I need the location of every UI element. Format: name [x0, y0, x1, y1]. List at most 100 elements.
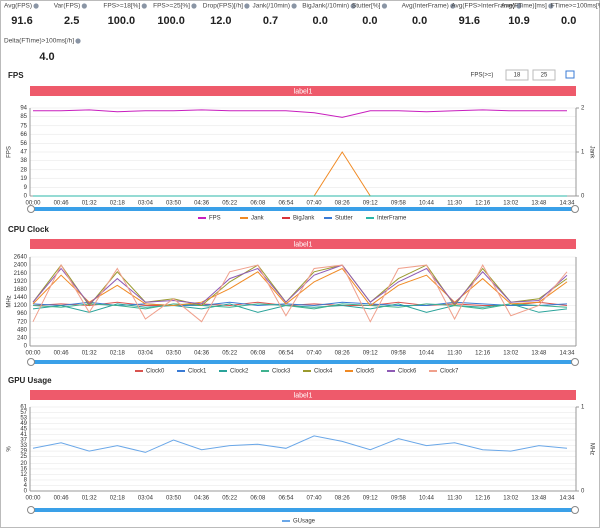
- threshold-value[interactable]: 25: [541, 73, 548, 79]
- x-tick-label: 03:50: [166, 496, 182, 502]
- y-tick-label: 37: [20, 438, 27, 444]
- legend-label[interactable]: Clock4: [314, 369, 333, 375]
- y-tick-label: 1440: [14, 295, 28, 301]
- slider-handle[interactable]: [27, 506, 35, 514]
- y-tick-label: 16: [20, 467, 27, 473]
- y-tick-label: 29: [20, 449, 27, 455]
- legend-label[interactable]: Clock5: [356, 369, 375, 375]
- y-tick-label: 9: [24, 185, 28, 191]
- x-tick-label: 09:58: [391, 496, 407, 502]
- time-slider[interactable]: [30, 360, 576, 364]
- y-tick-label: 8: [24, 478, 28, 484]
- help-icon[interactable]: [141, 3, 147, 9]
- help-icon[interactable]: [381, 3, 388, 9]
- y-tick-label: 19: [20, 176, 27, 182]
- x-tick-label: 04:36: [194, 351, 210, 357]
- help-icon[interactable]: [191, 3, 197, 9]
- stat-label: Avg(FPS): [4, 3, 32, 10]
- legend-label[interactable]: Clock3: [272, 369, 291, 375]
- x-tick-label: 09:58: [391, 351, 407, 357]
- stat-value: 91.6: [459, 15, 480, 27]
- x-tick-label: 06:54: [278, 351, 294, 357]
- x-tick-label: 14:34: [559, 351, 575, 357]
- y2-axis-label: Jank: [588, 146, 594, 160]
- x-tick-label: 10:44: [419, 351, 435, 357]
- x-tick-label: 08:26: [335, 496, 351, 502]
- y-tick-label: 1920: [14, 279, 28, 285]
- legend-label[interactable]: BigJank: [293, 216, 315, 222]
- legend-label[interactable]: Clock1: [188, 369, 207, 375]
- x-tick-label: 12:16: [475, 496, 491, 502]
- x-tick-label: 09:12: [363, 201, 379, 207]
- legend-label[interactable]: Clock2: [230, 369, 249, 375]
- section-title: CPU Clock: [8, 225, 49, 234]
- banner-label: label1: [294, 88, 313, 95]
- x-tick-label: 13:48: [531, 496, 547, 502]
- stat-label: Jank(/10min): [253, 3, 291, 10]
- stat-label: Avg(InterFrame): [402, 3, 449, 10]
- help-icon[interactable]: [516, 3, 522, 9]
- stat-label: Drop(FPS)[/h]: [203, 3, 243, 10]
- threshold-value[interactable]: 18: [514, 73, 521, 79]
- x-tick-label: 06:08: [250, 201, 266, 207]
- x-tick-label: 03:04: [138, 201, 154, 207]
- help-icon[interactable]: [244, 3, 250, 9]
- legend-label[interactable]: InterFrame: [377, 216, 407, 222]
- slider-handle[interactable]: [27, 358, 35, 366]
- stat-value: 0.0: [412, 15, 427, 27]
- chart-icon[interactable]: [565, 70, 575, 79]
- help-icon[interactable]: [33, 3, 39, 9]
- x-tick-label: 07:40: [307, 496, 323, 502]
- y-tick-label: 45: [20, 427, 27, 433]
- legend-label[interactable]: Clock7: [440, 369, 459, 375]
- slider-handle[interactable]: [571, 506, 579, 514]
- slider-handle[interactable]: [571, 205, 579, 213]
- y-tick-label: 0: [24, 194, 28, 200]
- legend-label[interactable]: Clock6: [398, 369, 417, 375]
- x-tick-label: 13:02: [503, 201, 519, 207]
- slider-handle[interactable]: [571, 358, 579, 366]
- section-title: GPU Usage: [8, 376, 52, 385]
- banner: [30, 86, 576, 96]
- y-tick-label: 47: [20, 150, 27, 156]
- legend-label[interactable]: GUsage: [293, 519, 316, 525]
- help-icon[interactable]: [81, 3, 87, 9]
- y2-axis-label: MHz: [588, 443, 594, 455]
- y2-tick-label: 0: [581, 489, 585, 495]
- x-tick-label: 09:12: [363, 351, 379, 357]
- x-tick-label: 05:22: [222, 496, 238, 502]
- time-slider[interactable]: [30, 508, 576, 512]
- stat-label: Delta(FTime)>100ms[/h]: [4, 38, 74, 45]
- legend-label[interactable]: Jank: [251, 216, 265, 222]
- threshold-input[interactable]: [532, 69, 556, 81]
- help-icon[interactable]: [350, 3, 356, 9]
- x-tick-label: 03:04: [138, 351, 154, 357]
- legend-label[interactable]: Stutter: [335, 216, 353, 222]
- help-icon[interactable]: [75, 38, 81, 44]
- x-tick-label: 04:36: [194, 201, 210, 207]
- y-tick-label: 38: [20, 158, 27, 164]
- x-tick-label: 01:32: [82, 351, 98, 357]
- y-tick-label: 4: [24, 483, 28, 489]
- x-tick-label: 05:22: [222, 201, 238, 207]
- banner: [30, 239, 576, 249]
- y-tick-label: 66: [20, 132, 27, 138]
- slider-handle[interactable]: [27, 205, 35, 213]
- x-tick-label: 11:30: [447, 351, 462, 357]
- x-tick-label: 13:48: [531, 351, 547, 357]
- x-tick-label: 06:54: [278, 201, 294, 207]
- legend-label[interactable]: FPS: [209, 216, 221, 222]
- y-tick-label: 28: [20, 167, 27, 173]
- x-tick-label: 14:34: [559, 201, 575, 207]
- help-icon[interactable]: [291, 3, 297, 9]
- y-tick-label: 1680: [14, 287, 28, 293]
- x-tick-label: 03:50: [166, 201, 182, 207]
- help-icon[interactable]: [548, 3, 554, 9]
- x-tick-label: 08:26: [335, 201, 351, 207]
- y-tick-label: 960: [17, 311, 28, 317]
- legend-label[interactable]: Clock0: [146, 369, 165, 375]
- help-icon[interactable]: [450, 3, 456, 9]
- threshold-input[interactable]: [505, 69, 529, 81]
- time-slider[interactable]: [30, 207, 576, 211]
